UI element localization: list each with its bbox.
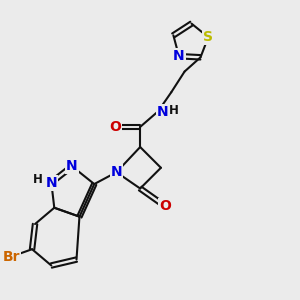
- Text: H: H: [33, 173, 43, 186]
- Text: N: N: [157, 104, 168, 118]
- Text: N: N: [173, 49, 185, 63]
- Text: O: O: [159, 199, 171, 213]
- Text: O: O: [109, 120, 121, 134]
- Text: Br: Br: [3, 250, 20, 264]
- Text: S: S: [203, 30, 213, 44]
- Text: N: N: [66, 159, 78, 173]
- Text: N: N: [111, 165, 122, 179]
- Text: H: H: [169, 103, 179, 116]
- Text: N: N: [46, 176, 57, 190]
